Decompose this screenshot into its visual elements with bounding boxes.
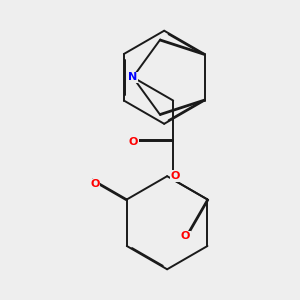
Text: O: O: [181, 231, 190, 241]
Text: O: O: [171, 171, 180, 181]
Text: O: O: [129, 137, 138, 147]
Text: N: N: [128, 72, 137, 82]
Text: O: O: [90, 179, 100, 189]
